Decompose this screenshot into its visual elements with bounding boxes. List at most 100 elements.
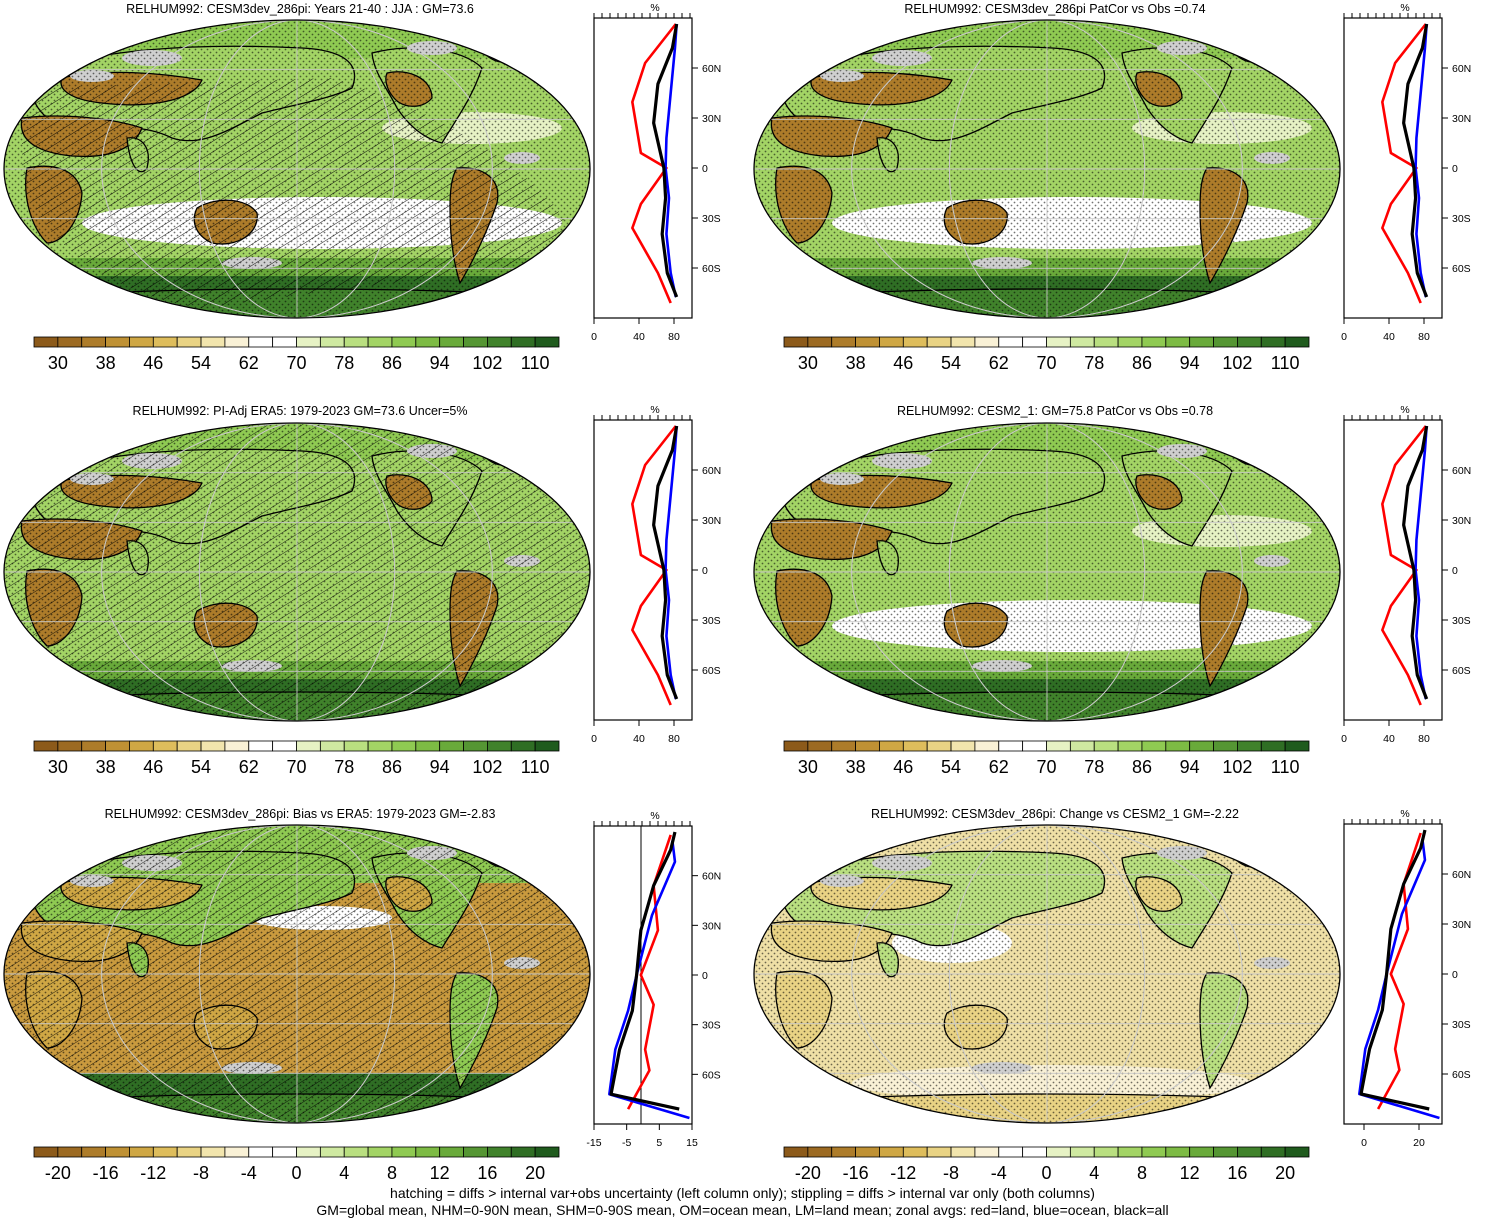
colorbar-swatch	[927, 337, 951, 347]
colorbar-swatch	[784, 337, 808, 347]
colorbar-swatch	[975, 741, 999, 751]
colorbar-tick-label: 38	[96, 353, 116, 373]
colorbar-swatch	[1190, 1147, 1214, 1157]
colorbar-swatch	[273, 741, 297, 751]
colorbar-swatch	[177, 741, 201, 751]
colorbar-tick-label: 70	[1036, 757, 1056, 777]
colorbar-tick-label: 12	[1180, 1163, 1200, 1183]
colorbar-tick-label: 78	[334, 757, 354, 777]
zonal-lat-tick-label: 0	[702, 565, 708, 577]
colorbar-swatch	[249, 1147, 273, 1157]
colorbar-swatch	[1214, 1147, 1238, 1157]
colorbar-tick-label: -20	[45, 1163, 71, 1183]
colorbar-swatch	[1237, 1147, 1261, 1157]
zonal-lat-tick-label: 60S	[702, 665, 721, 677]
zonal-x-tick-label: 80	[1418, 733, 1430, 745]
colorbar-swatch	[177, 337, 201, 347]
zonal-frame	[1344, 18, 1442, 318]
colorbar-swatch	[511, 741, 535, 751]
colorbar-tick-label: 30	[798, 757, 818, 777]
zonal-lat-tick-label: 30S	[702, 213, 721, 225]
zonal-lat-tick-label: 30N	[1452, 919, 1471, 931]
colorbar-tick-label: 16	[1227, 1163, 1247, 1183]
colorbar-swatch	[1261, 741, 1285, 751]
colorbar-swatch	[392, 337, 416, 347]
colorbar-swatch	[1047, 337, 1071, 347]
colorbar-swatch	[784, 741, 808, 751]
colorbar-tick-label: -16	[93, 1163, 119, 1183]
colorbar-tick-label: 12	[430, 1163, 450, 1183]
colorbar-swatch	[1261, 1147, 1285, 1157]
colorbar-tick-label: 110	[1271, 353, 1300, 373]
colorbar-tick-label: 78	[334, 353, 354, 373]
colorbar-tick-label: 62	[989, 757, 1009, 777]
zonal-x-tick-label: 0	[1341, 331, 1347, 343]
colorbar-tick-label: 54	[191, 353, 211, 373]
colorbar-tick-label: 30	[48, 757, 68, 777]
zonal-x-tick-label: 80	[1418, 331, 1430, 343]
colorbar-tick-label: 54	[941, 353, 961, 373]
colorbar-swatch	[879, 1147, 903, 1157]
zonal-lat-tick-label: 0	[702, 970, 708, 982]
zonal-lat-tick-label: 0	[1452, 969, 1458, 981]
zonal-unit-label: %	[650, 2, 659, 14]
zonal-lat-tick-label: 60S	[1452, 1069, 1471, 1081]
colorbar-tick-label: 62	[239, 353, 259, 373]
colorbar-swatch	[344, 337, 368, 347]
colorbar-tick-label: 62	[239, 757, 259, 777]
colorbar-swatch	[368, 337, 392, 347]
colorbar-swatch	[1047, 741, 1071, 751]
colorbar-swatch	[951, 741, 975, 751]
colorbar-tick-label: 20	[1275, 1163, 1295, 1183]
colorbar-swatch	[297, 1147, 321, 1157]
colorbar-swatch	[903, 1147, 927, 1157]
colorbar-tick-label: -8	[193, 1163, 209, 1183]
colorbar-swatch	[1070, 741, 1094, 751]
colorbar-swatch	[535, 741, 559, 751]
colorbar-swatch	[273, 337, 297, 347]
colorbar-swatch	[808, 741, 832, 751]
colorbar-swatch	[129, 741, 153, 751]
colorbar-swatch	[1094, 741, 1118, 751]
zonal-lat-tick-label: 30N	[702, 113, 721, 125]
colorbar-tick-label: 86	[382, 353, 402, 373]
colorbar-swatch	[368, 741, 392, 751]
zonal-lat-tick-label: 30S	[702, 615, 721, 627]
colorbar-tick-label: 20	[525, 1163, 545, 1183]
colorbar-tick-label: 38	[96, 757, 116, 777]
colorbar-tick-label: 110	[521, 353, 550, 373]
colorbar-swatch	[999, 741, 1023, 751]
colorbar-swatch	[1142, 1147, 1166, 1157]
zonal-x-tick-label: 5	[656, 1137, 662, 1149]
zonal-lat-tick-label: 60N	[702, 465, 721, 477]
zonal-frame	[1344, 420, 1442, 720]
colorbar-swatch	[106, 741, 130, 751]
zonal-x-tick-label: 20	[1413, 1137, 1425, 1149]
colorbar-swatch	[440, 741, 464, 751]
zonal-x-tick-label: 0	[591, 331, 597, 343]
zonal-lat-tick-label: 30N	[702, 515, 721, 527]
colorbar-swatch	[177, 1147, 201, 1157]
colorbar-swatch	[1070, 337, 1094, 347]
colorbar-tick-label: 94	[430, 757, 450, 777]
colorbar-swatch	[784, 1147, 808, 1157]
zonal-x-tick-label: -5	[622, 1137, 631, 1149]
colorbar-swatch	[1166, 741, 1190, 751]
colorbar-swatch	[1214, 337, 1238, 347]
map-panel-4	[752, 421, 1342, 723]
colorbar-swatch	[82, 337, 106, 347]
zonal-lat-tick-label: 30S	[1452, 615, 1471, 627]
colorbar-tick-label: 102	[1222, 757, 1252, 777]
colorbar-swatch	[487, 1147, 511, 1157]
colorbar-swatch	[225, 741, 249, 751]
colorbar-tick-label: 70	[1036, 353, 1056, 373]
colorbar-swatch	[808, 337, 832, 347]
zonal-x-tick-label: 0	[1361, 1137, 1367, 1149]
colorbar-tick-label: -4	[991, 1163, 1007, 1183]
colorbar-swatch	[344, 741, 368, 751]
colorbar-swatch	[1166, 1147, 1190, 1157]
zonal-unit-label: %	[1400, 808, 1409, 820]
colorbar-tick-label: 4	[339, 1163, 349, 1183]
colorbar-swatch	[951, 1147, 975, 1157]
